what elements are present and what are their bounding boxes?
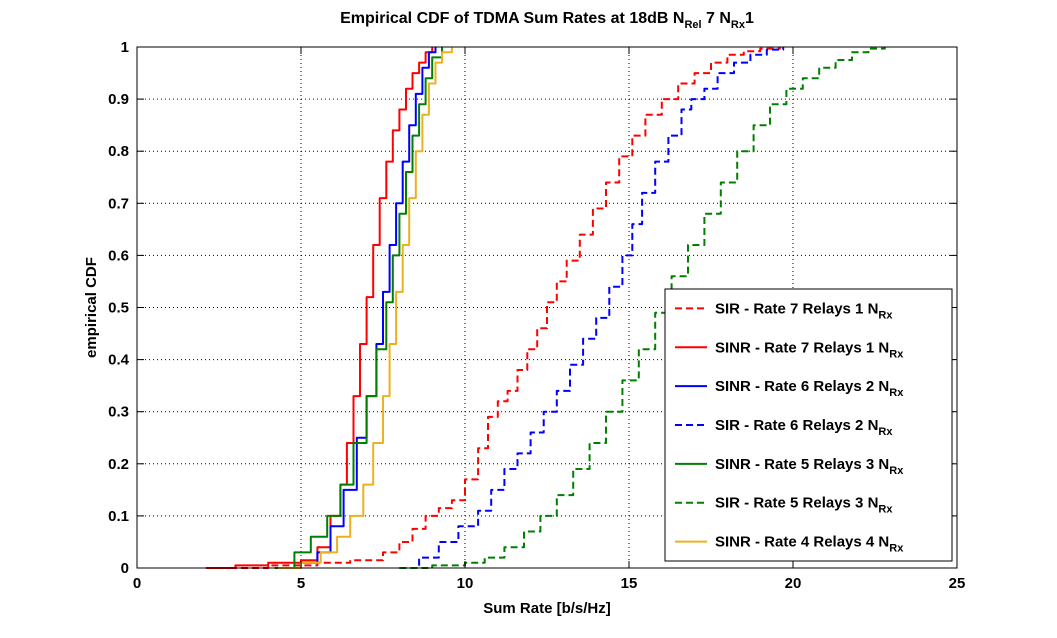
legend-label-2: SINR - Rate 7 Relays 1 NRx xyxy=(715,339,904,360)
legend-label-4: SIR - Rate 6 Relays 2 NRx xyxy=(715,417,893,438)
x-tick-label: 20 xyxy=(785,575,802,592)
x-tick-label: 10 xyxy=(457,575,474,592)
y-tick-label: 0.7 xyxy=(108,195,129,212)
chart-title: Empirical CDF of TDMA Sum Rates at 18dB … xyxy=(340,10,754,31)
series-line-1 xyxy=(219,47,781,569)
y-tick-label: 0 xyxy=(121,560,129,577)
y-tick-label: 0.1 xyxy=(108,508,129,525)
x-tick-label: 5 xyxy=(297,575,305,592)
legend-label-1: SIR - Rate 7 Relays 1 NRx xyxy=(715,300,893,321)
x-tick-label: 25 xyxy=(949,575,966,592)
legend-label-7: SINR - Rate 4 Relays 4 NRx xyxy=(715,534,904,555)
x-tick-label: 0 xyxy=(133,575,141,592)
y-tick-label: 0.9 xyxy=(108,91,129,108)
series-line-2 xyxy=(205,47,434,569)
series-line-5 xyxy=(274,47,443,569)
y-tick-label: 0.6 xyxy=(108,247,129,264)
y-axis-label: empirical CDF xyxy=(83,257,100,358)
series-line-4 xyxy=(399,47,785,569)
y-tick-label: 0.4 xyxy=(108,352,130,369)
legend-box xyxy=(664,288,953,562)
text-layer: 0 5 10 15 20 25 0 0.1 0.2 0.3 0.4 0.5 0.6 0.7 0.8 0.9 1 S… xyxy=(83,10,965,617)
legend-label-5: SINR - Rate 5 Relays 3 NRx xyxy=(715,456,904,477)
series-line-6 xyxy=(399,47,886,569)
legend-label-6: SIR - Rate 5 Relays 3 NRx xyxy=(715,495,893,516)
y-tick-label: 0.2 xyxy=(108,456,129,473)
legend-label-3: SINR - Rate 6 Relays 2 NRx xyxy=(715,378,904,399)
y-tick-label: 1 xyxy=(121,39,129,56)
y-tick-label: 0.3 xyxy=(108,404,129,421)
series-layer xyxy=(205,47,886,569)
y-tick-label: 0.8 xyxy=(108,143,129,160)
x-axis-label: Sum Rate [b/s/Hz] xyxy=(483,600,611,617)
series-line-7 xyxy=(278,47,453,569)
y-tick-label: 0.5 xyxy=(108,300,129,317)
x-tick-label: 15 xyxy=(621,575,638,592)
legend: SIR - Rate 7 Relays 1 NRx SINR - Rate 7 R… xyxy=(664,288,953,562)
series-line-3 xyxy=(274,47,437,569)
